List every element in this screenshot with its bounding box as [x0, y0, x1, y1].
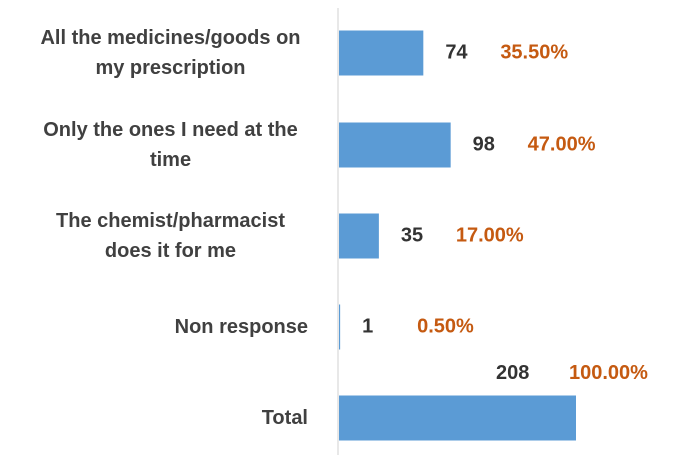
count-label: 35 — [401, 224, 423, 246]
count-label: 208 — [496, 362, 529, 384]
bar — [339, 30, 424, 76]
count-label: 74 — [445, 41, 468, 63]
percent-label: 47.00% — [528, 133, 596, 155]
category-label: Non response — [174, 316, 308, 338]
category-label: Only the ones I need at the time — [43, 119, 298, 171]
percent-label: 100.00% — [569, 362, 648, 384]
bar — [339, 122, 451, 168]
count-label: 98 — [473, 133, 495, 155]
count-label: 1 — [362, 315, 373, 337]
category-label: Total — [261, 407, 308, 429]
percent-label: 35.50% — [500, 41, 568, 63]
category-label: The chemist/pharmacist does it for me — [56, 210, 285, 262]
bar — [339, 213, 379, 259]
percent-label: 17.00% — [456, 224, 524, 246]
percent-label: 0.50% — [417, 315, 474, 337]
bar — [339, 395, 576, 441]
category-label: All the medicines/goods on my prescripti… — [40, 27, 301, 79]
bar — [339, 304, 341, 350]
